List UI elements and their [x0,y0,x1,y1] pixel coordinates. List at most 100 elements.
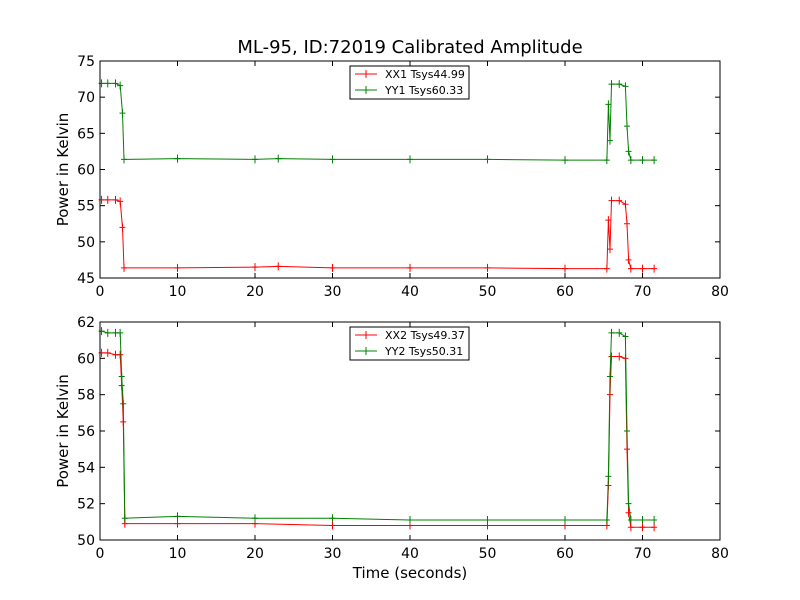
y-tick-label: 70 [77,90,95,106]
data-point [407,516,413,525]
data-point [104,348,111,357]
data-point [275,262,282,271]
data-point [117,350,124,359]
y-tick-label: 62 [77,315,95,331]
data-point [329,514,336,523]
legend-label-yy1: YY1 Tsys60.33 [384,84,463,97]
data-point [118,372,125,381]
data-point [639,156,646,165]
data-point [639,516,646,525]
data-point [329,155,336,164]
data-point [174,263,181,272]
tick-group: 0 10 20 30 40 50 60 70 80 45 50 55 60 65 70 75 [77,54,729,300]
data-point [174,154,181,163]
y-axis-label: Power in Kelvin [54,113,72,227]
x-tick-label: 20 [246,284,264,300]
x-axis-label: Time (seconds) [352,564,468,582]
data-point [112,195,119,204]
tick-group: 0 10 20 30 40 50 60 70 80 50 52 54 56 58 60 62 [77,315,729,562]
data-point [329,521,336,530]
data-point [119,223,126,232]
series-line-yy [101,330,655,521]
data-point [603,264,610,273]
data-point [484,155,491,164]
data-point [627,516,634,525]
x-tick-label: 0 [96,284,105,300]
x-tick-label: 20 [246,546,264,562]
data-point [616,328,623,337]
y-tick-label: 60 [77,163,95,179]
data-point [651,264,658,273]
y-tick-label: 56 [77,424,95,440]
data-point [484,516,491,525]
data-point [121,514,128,523]
data-point [603,516,610,525]
series-group [98,79,658,273]
data-point [252,263,258,272]
data-point [651,156,658,165]
data-point [174,519,181,528]
data-point [624,427,630,435]
y-tick-label: 65 [77,126,95,142]
data-point [616,352,623,361]
y-tick-label: 50 [77,533,95,549]
data-point [622,332,629,341]
data-point [174,512,181,521]
data-point [627,264,634,273]
legend-box [349,65,470,100]
data-point [407,263,413,272]
data-point [603,156,610,165]
y-tick-label: 52 [77,497,95,513]
data-point [484,263,491,272]
data-point [625,147,632,156]
series-line-yy [101,82,655,161]
x-tick-label: 40 [401,546,419,562]
chart-title: ML-95, ID:72019 Calibrated Amplitude [237,37,582,58]
y-tick-label: 50 [77,235,95,251]
data-point [252,514,258,523]
y-tick-label: 55 [77,199,95,215]
data-point [622,82,629,91]
data-point [608,196,615,205]
data-point [639,264,646,273]
data-point [252,155,258,164]
y-tick-label: 54 [77,460,95,476]
data-point [112,79,119,88]
data-point [104,195,111,204]
x-tick-label: 70 [634,546,652,562]
data-point [606,136,613,145]
data-point [117,197,124,206]
x-tick-label: 10 [169,284,187,300]
data-point [616,196,623,205]
data-point [624,219,630,228]
data-point [605,216,612,225]
x-tick-label: 10 [169,546,187,562]
data-point [104,328,111,337]
x-tick-label: 60 [556,546,574,562]
x-tick-label: 50 [479,546,497,562]
legend: XX1 Tsys44.99 YY1 Tsys60.33 [349,65,470,100]
x-tick-label: 50 [479,284,497,300]
data-point [562,516,568,525]
data-point [605,472,612,481]
data-point [119,109,126,118]
data-point [625,508,632,517]
series-line-xx [101,199,655,270]
legend-box [349,326,470,361]
data-point [121,263,128,272]
data-point [624,122,630,131]
data-point [117,328,124,337]
data-point [606,372,613,381]
data-point [562,264,568,273]
data-point [616,80,623,89]
data-point [608,352,615,361]
plot-top: ML-95, ID:72019 Calibrated Amplitude 0 10… [54,37,729,300]
data-point [606,245,613,254]
data-point [275,154,282,163]
x-tick-label: 30 [324,284,342,300]
data-point [605,100,612,109]
data-point [608,328,615,337]
y-tick-label: 60 [77,351,95,367]
y-tick-label: 45 [77,271,95,287]
